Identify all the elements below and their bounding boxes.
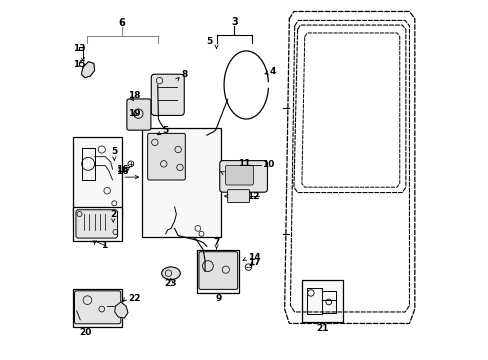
Text: 14: 14: [248, 253, 261, 262]
Text: 6: 6: [119, 18, 125, 28]
Text: 17: 17: [248, 258, 260, 267]
Bar: [73, 207, 122, 241]
Text: 20: 20: [79, 328, 92, 337]
Bar: [73, 137, 122, 218]
Text: 2: 2: [110, 210, 116, 219]
Text: 19: 19: [128, 109, 140, 118]
FancyBboxPatch shape: [76, 210, 117, 238]
Text: 16: 16: [115, 167, 128, 176]
FancyBboxPatch shape: [199, 252, 237, 289]
Text: 7: 7: [213, 238, 219, 247]
Text: 12: 12: [247, 192, 259, 201]
FancyBboxPatch shape: [225, 165, 253, 185]
Text: 15: 15: [73, 60, 85, 69]
FancyBboxPatch shape: [151, 74, 184, 116]
Bar: [197, 250, 239, 293]
Text: 1: 1: [102, 241, 107, 250]
Polygon shape: [81, 62, 94, 78]
FancyBboxPatch shape: [227, 190, 249, 203]
Text: 22: 22: [128, 294, 140, 303]
Ellipse shape: [162, 267, 180, 279]
FancyBboxPatch shape: [147, 134, 185, 180]
FancyBboxPatch shape: [219, 161, 267, 192]
Text: 10: 10: [261, 161, 274, 170]
Text: 5: 5: [111, 147, 117, 156]
Text: 13: 13: [73, 44, 85, 53]
Text: 8: 8: [181, 70, 187, 79]
Text: 5: 5: [162, 126, 168, 135]
Text: 11: 11: [238, 159, 250, 168]
Text: 18: 18: [128, 90, 140, 99]
Text: 21: 21: [316, 324, 328, 333]
Text: 23: 23: [164, 279, 177, 288]
FancyBboxPatch shape: [126, 99, 151, 130]
Bar: [73, 289, 122, 327]
Text: 4: 4: [269, 67, 276, 76]
Text: 16: 16: [115, 166, 128, 175]
Bar: [142, 128, 221, 237]
Text: 9: 9: [215, 294, 221, 303]
Text: 3: 3: [231, 17, 237, 27]
Bar: [301, 280, 343, 321]
FancyBboxPatch shape: [74, 291, 121, 324]
Text: 5: 5: [206, 37, 212, 46]
Polygon shape: [115, 302, 128, 318]
